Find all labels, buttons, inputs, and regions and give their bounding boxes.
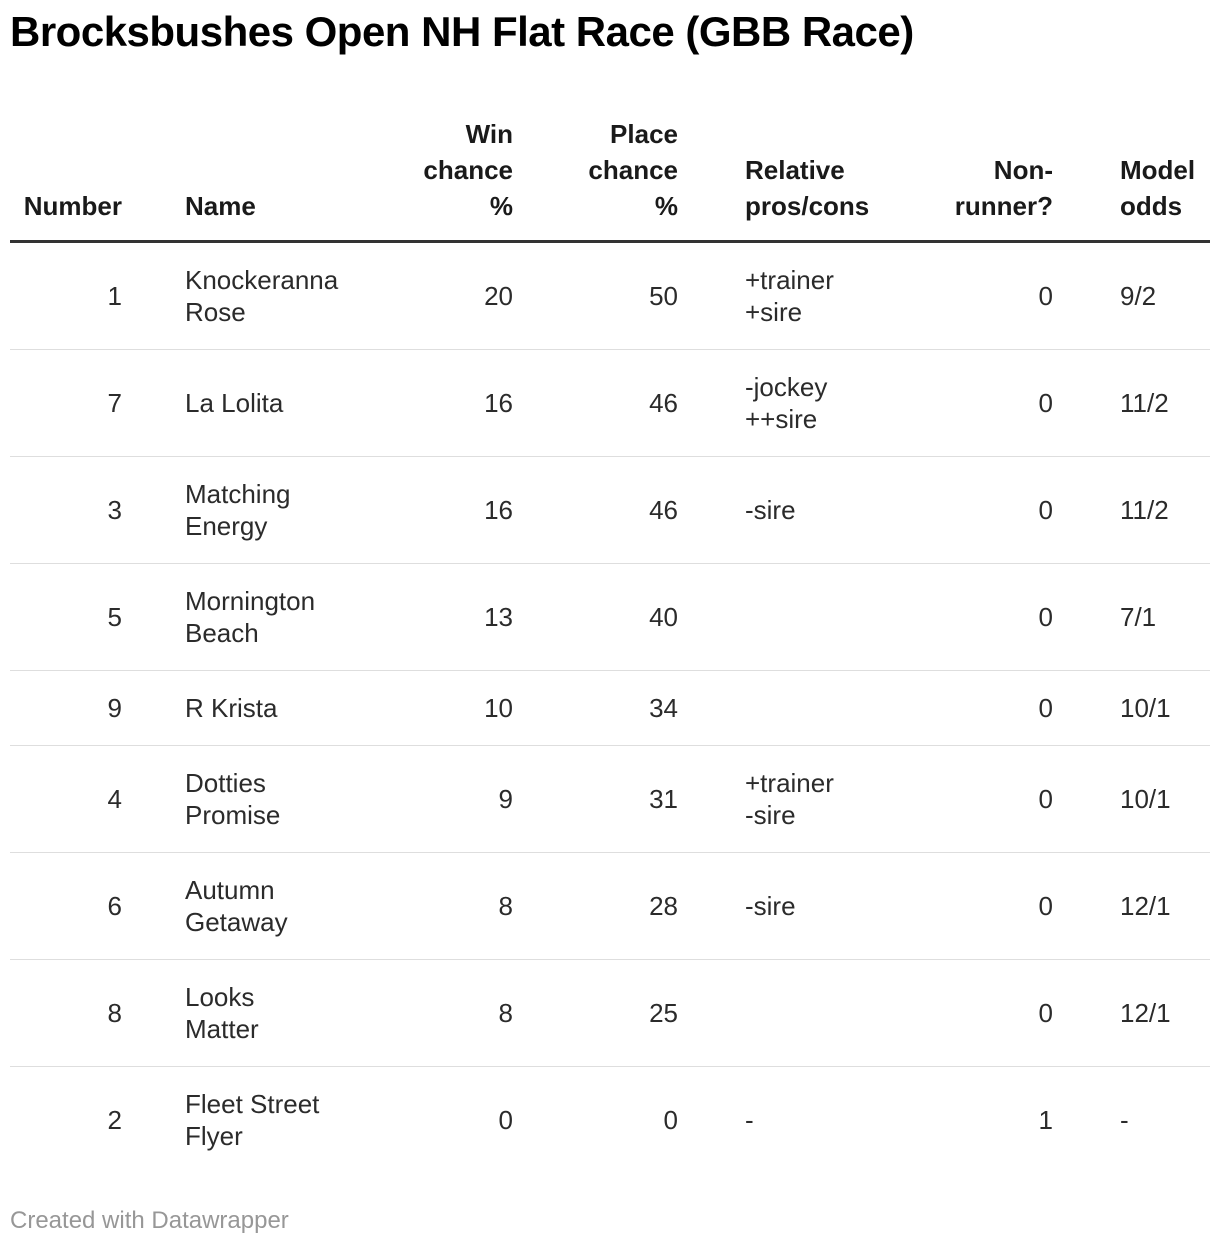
cell-pros [678, 563, 930, 671]
cell-nonrunner: 0 [930, 349, 1053, 457]
table-row: 8 Looks Matter 8 25 0 12/1 [10, 959, 1210, 1067]
cell-win: 8 [400, 852, 513, 960]
cell-name: Dotties Promise [122, 745, 400, 853]
cell-odds: 11/2 [1053, 349, 1210, 457]
table-row: 4 Dotties Promise 9 31 +trainer -sire 0 10/1 [10, 745, 1210, 853]
cell-win: 9 [400, 745, 513, 853]
cell-nonrunner: 0 [930, 852, 1053, 960]
cell-number: 2 [107, 1105, 122, 1135]
header-row: Number Name Win chance % Place chance % Rela… [10, 116, 1210, 243]
table-body: 1 Knockeranna Rose 20 50 +trainer +sire 0 9/2 7… [10, 241, 1210, 1174]
cell-win: 10 [400, 670, 513, 746]
cell-odds: 9/2 [1053, 241, 1210, 350]
chart-title: Brocksbushes Open NH Flat Race (GBB Race… [10, 8, 914, 55]
cell-number: 3 [10, 456, 122, 564]
cell-pros: -sire [678, 456, 930, 564]
cell-odds: 7/1 [1053, 563, 1210, 671]
cell-nonrunner: 0 [930, 241, 1053, 350]
column-header-number: Number [10, 116, 122, 243]
table-row: 6 Autumn Getaway 8 28 -sire 0 12/1 [10, 852, 1210, 960]
cell-pros: - [745, 1105, 754, 1135]
column-header-odds: Model odds [1053, 116, 1210, 243]
table-row: 1 Knockeranna Rose 20 50 +trainer +sire 0 9/2 [10, 241, 1210, 350]
cell-win: 0 [498, 1105, 513, 1135]
table-row: 7 La Lolita 16 46 -jockey ++sire 0 11/2 [10, 349, 1210, 457]
table-row: 5 Mornington Beach 13 40 0 7/1 [10, 563, 1210, 671]
datawrapper-attribution-link[interactable]: Created with Datawrapper [10, 1207, 289, 1234]
cell-odds: 11/2 [1053, 456, 1210, 564]
cell-odds: 12/1 [1053, 959, 1210, 1067]
cell-win: 13 [400, 563, 513, 671]
cell-nonrunner: 0 [930, 670, 1053, 746]
race-table: Number Name Win chance % Place chance % Rela… [10, 116, 1210, 1173]
cell-odds: 10/1 [1053, 745, 1210, 853]
cell-nonrunner: 0 [930, 745, 1053, 853]
cell-place: 0 [663, 1105, 678, 1135]
cell-name: La Lolita [122, 349, 400, 457]
cell-nonrunner: 0 [930, 959, 1053, 1067]
cell-odds: 10/1 [1053, 670, 1210, 746]
column-header-place: Place chance % [513, 116, 678, 243]
cell-win: 8 [400, 959, 513, 1067]
column-header-pros: Relative pros/cons [678, 116, 930, 243]
cell-name: Autumn Getaway [122, 852, 400, 960]
cell-nonrunner: 0 [930, 456, 1053, 564]
cell-number: 5 [10, 563, 122, 671]
cell-number: 6 [10, 852, 122, 960]
column-header-win: Win chance % [400, 116, 513, 243]
cell-win: 16 [400, 456, 513, 564]
cell-pros [678, 959, 930, 1067]
cell-odds: - [1120, 1105, 1129, 1135]
cell-win: 20 [400, 241, 513, 350]
cell-win: 16 [400, 349, 513, 457]
table-row: 2 Fleet Street Flyer 0 0 - 1 - [10, 1067, 1210, 1174]
cell-name: Looks Matter [122, 959, 400, 1067]
cell-place: 34 [513, 670, 678, 746]
cell-name: Fleet Street Flyer [185, 1089, 320, 1151]
table-row: 3 Matching Energy 16 46 -sire 0 11/2 [10, 456, 1210, 564]
cell-name: Knockeranna Rose [122, 241, 400, 350]
cell-place: 40 [513, 563, 678, 671]
cell-number: 1 [10, 241, 122, 350]
cell-name: Mornington Beach [122, 563, 400, 671]
cell-number: 4 [10, 745, 122, 853]
cell-place: 50 [513, 241, 678, 350]
cell-odds: 12/1 [1053, 852, 1210, 960]
cell-number: 9 [10, 670, 122, 746]
cell-number: 8 [10, 959, 122, 1067]
cell-nonrunner: 1 [1038, 1105, 1053, 1135]
cell-pros: -sire [678, 852, 930, 960]
cell-number: 7 [10, 349, 122, 457]
cell-pros: -jockey ++sire [678, 349, 930, 457]
column-header-name: Name [122, 116, 400, 243]
cell-place: 46 [513, 456, 678, 564]
column-header-nonrunner: Non- runner? [930, 116, 1053, 243]
cell-pros: +trainer -sire [678, 745, 930, 853]
cell-place: 25 [513, 959, 678, 1067]
cell-pros: +trainer +sire [678, 241, 930, 350]
cell-nonrunner: 0 [930, 563, 1053, 671]
cell-place: 28 [513, 852, 678, 960]
datawrapper-table-page: Brocksbushes Open NH Flat Race (GBB Race… [0, 6, 1220, 1235]
cell-name: R Krista [122, 670, 400, 746]
cell-name: Matching Energy [122, 456, 400, 564]
cell-place: 31 [513, 745, 678, 853]
cell-pros [678, 670, 930, 746]
cell-place: 46 [513, 349, 678, 457]
